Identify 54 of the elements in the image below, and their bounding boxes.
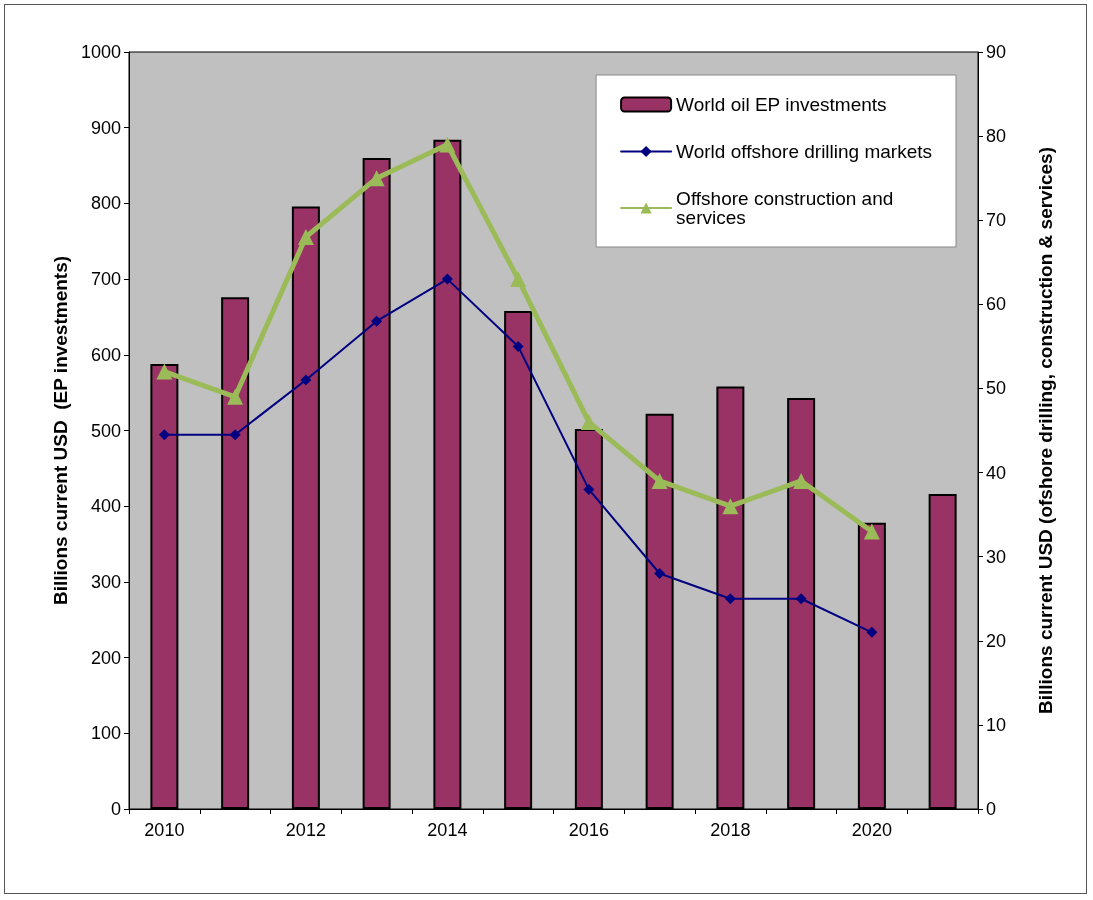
point — [300, 374, 312, 386]
point — [510, 271, 527, 288]
point — [583, 483, 595, 495]
y-tick-label: 100 — [90, 723, 121, 744]
point — [866, 626, 878, 638]
y2-tick-label: 30 — [986, 546, 1007, 567]
legend-label: Offshore construction and services — [676, 188, 899, 228]
y2-tick-label: 80 — [986, 126, 1007, 147]
point — [439, 136, 456, 153]
y-tick-label: 400 — [90, 496, 121, 517]
x-tick-label: 2018 — [710, 820, 751, 840]
y2-tick-label: 10 — [986, 714, 1007, 735]
x-tick-label: 2016 — [568, 820, 609, 840]
point — [229, 429, 241, 441]
legend-label: World offshore drilling markets — [676, 141, 933, 162]
point — [158, 429, 170, 441]
y-tick-label: 1000 — [80, 42, 121, 62]
y-tick-label: 900 — [90, 117, 121, 138]
y2-tick-label: 50 — [986, 378, 1007, 399]
point — [651, 472, 668, 489]
point — [654, 567, 666, 579]
y2-tick-label: 40 — [986, 462, 1007, 483]
y-tick-label: 0 — [110, 799, 121, 819]
point — [795, 593, 807, 605]
point — [863, 523, 880, 540]
x-tick-label: 2012 — [285, 820, 326, 840]
y-tick-label: 700 — [90, 269, 121, 290]
y2-axis-title: Billions current USD (ofshore drilling, construction & services) — [1035, 147, 1056, 714]
point — [722, 498, 739, 515]
x-tick-label: 2010 — [144, 820, 185, 840]
point — [156, 363, 173, 380]
y2-tick-label: 0 — [986, 799, 997, 819]
y-tick-label: 800 — [90, 193, 121, 214]
point — [441, 273, 453, 285]
y2-tick-label: 70 — [986, 210, 1007, 231]
point — [227, 388, 244, 405]
y-axis-title: Billions current USD (EP investments) — [50, 255, 72, 606]
y2-tick-label: 60 — [986, 294, 1007, 315]
point — [371, 315, 383, 327]
point — [512, 340, 524, 352]
point — [580, 414, 597, 431]
y2-tick-label: 90 — [986, 42, 1007, 62]
x-tick-label: 2014 — [427, 820, 468, 840]
y2-tick-label: 20 — [986, 630, 1007, 651]
point — [793, 472, 810, 489]
y-tick-label: 500 — [90, 420, 121, 441]
point — [297, 229, 314, 246]
point — [368, 170, 385, 187]
y-tick-label: 300 — [90, 571, 121, 592]
point — [724, 593, 736, 605]
legend-label: World oil EP investments — [676, 94, 887, 115]
x-tick-label: 2020 — [851, 820, 892, 840]
y-tick-label: 200 — [90, 647, 121, 668]
y-tick-label: 600 — [90, 344, 121, 365]
